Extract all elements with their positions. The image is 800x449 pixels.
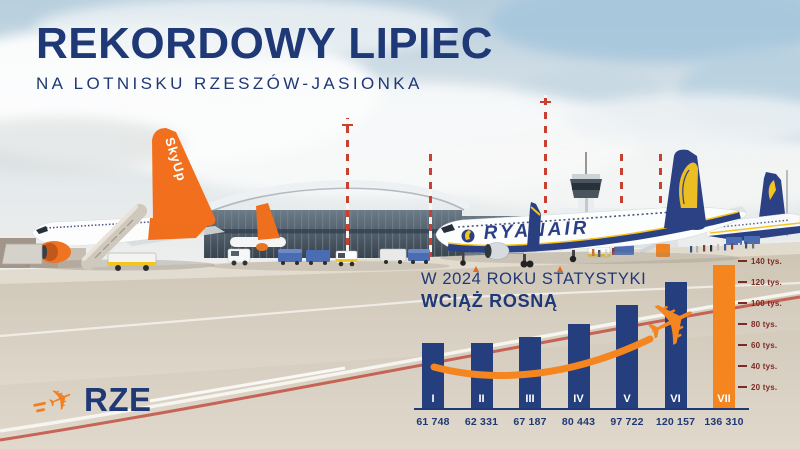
bar-month-label: VI (670, 393, 681, 405)
bar-value-label: 67 187 (513, 416, 547, 428)
tick-label: 20 tys. (751, 382, 778, 392)
header: REKORDOWY LIPIEC NA LOTNISKU RZESZÓW-JAS… (36, 19, 494, 94)
bar: II (470, 343, 493, 408)
chart-title-line1: W 2024 ROKU STATYSTYKI (421, 270, 647, 288)
tick-dash-icon (738, 281, 747, 283)
y-axis-tick: 140 tys. (738, 256, 782, 266)
tick-label: 140 tys. (751, 256, 782, 266)
y-axis-tick: 40 tys. (738, 361, 778, 371)
bar: IV (567, 324, 590, 408)
bar-value-label: 120 157 (655, 416, 696, 428)
y-axis-tick: 20 tys. (738, 382, 778, 392)
tick-label: 100 tys. (751, 298, 782, 308)
bar: VI (664, 282, 687, 408)
y-axis-tick: 100 tys. (738, 298, 782, 308)
y-axis-tick: 120 tys. (738, 277, 782, 287)
tick-label: 40 tys. (751, 361, 778, 371)
stats-chart: W 2024 ROKU STATYSTYKI WCIĄŻ ROSNĄ I 61 7… (408, 250, 800, 449)
bar: I (422, 343, 444, 408)
passengers (592, 242, 755, 257)
skyup-plane: SkyUp (1, 128, 225, 271)
bar: V (616, 305, 638, 408)
bar-month-label: VII (717, 393, 731, 405)
ryanair-plane: RYANAIR (435, 149, 747, 268)
svg-text:✈: ✈ (42, 381, 79, 419)
logo-text: RZE (84, 381, 152, 418)
bar-value-label: 61 748 (416, 416, 450, 428)
bar-month-label: V (623, 393, 631, 405)
x-axis-line (414, 408, 749, 410)
plane-logo-icon: ✈ (33, 381, 80, 419)
skyup-plane-distant (230, 203, 286, 251)
apron-markings (0, 281, 800, 442)
page-subtitle: NA LOTNISKU RZESZÓW-JASIONKA (36, 73, 423, 93)
bar-month-label: I (431, 393, 435, 405)
tick-label: 80 tys. (751, 319, 778, 329)
tick-dash-icon (738, 386, 747, 388)
clouds (0, 0, 800, 214)
y-axis-tick: 60 tys. (738, 340, 778, 350)
tick-label: 60 tys. (751, 340, 778, 350)
tick-dash-icon (738, 365, 747, 367)
bar-month-label: IV (573, 393, 584, 405)
tick-dash-icon (738, 260, 747, 262)
ryanair-plane-background (705, 172, 800, 241)
tick-dash-icon (738, 344, 747, 346)
tick-dash-icon (738, 323, 747, 325)
bar-value-label: 97 722 (610, 416, 644, 428)
bar-month-label: II (478, 393, 485, 405)
striped-masts (342, 95, 788, 260)
page-title: REKORDOWY LIPIEC (36, 19, 494, 68)
bar-value-label: 136 310 (704, 416, 744, 428)
bar: III (519, 337, 541, 408)
bar: VII (713, 265, 735, 408)
tick-label: 120 tys. (751, 277, 782, 287)
airstairs (1, 204, 157, 271)
bar-month-label: III (525, 393, 535, 405)
rze-logo: ✈ RZE (33, 381, 152, 419)
bar-value-label: 80 443 (561, 416, 596, 428)
tick-dash-icon (738, 302, 747, 304)
bar-value-label: 62 331 (464, 416, 499, 428)
chart-title-line2: WCIĄŻ ROSNĄ (421, 291, 558, 311)
y-axis-tick: 80 tys. (738, 319, 778, 329)
